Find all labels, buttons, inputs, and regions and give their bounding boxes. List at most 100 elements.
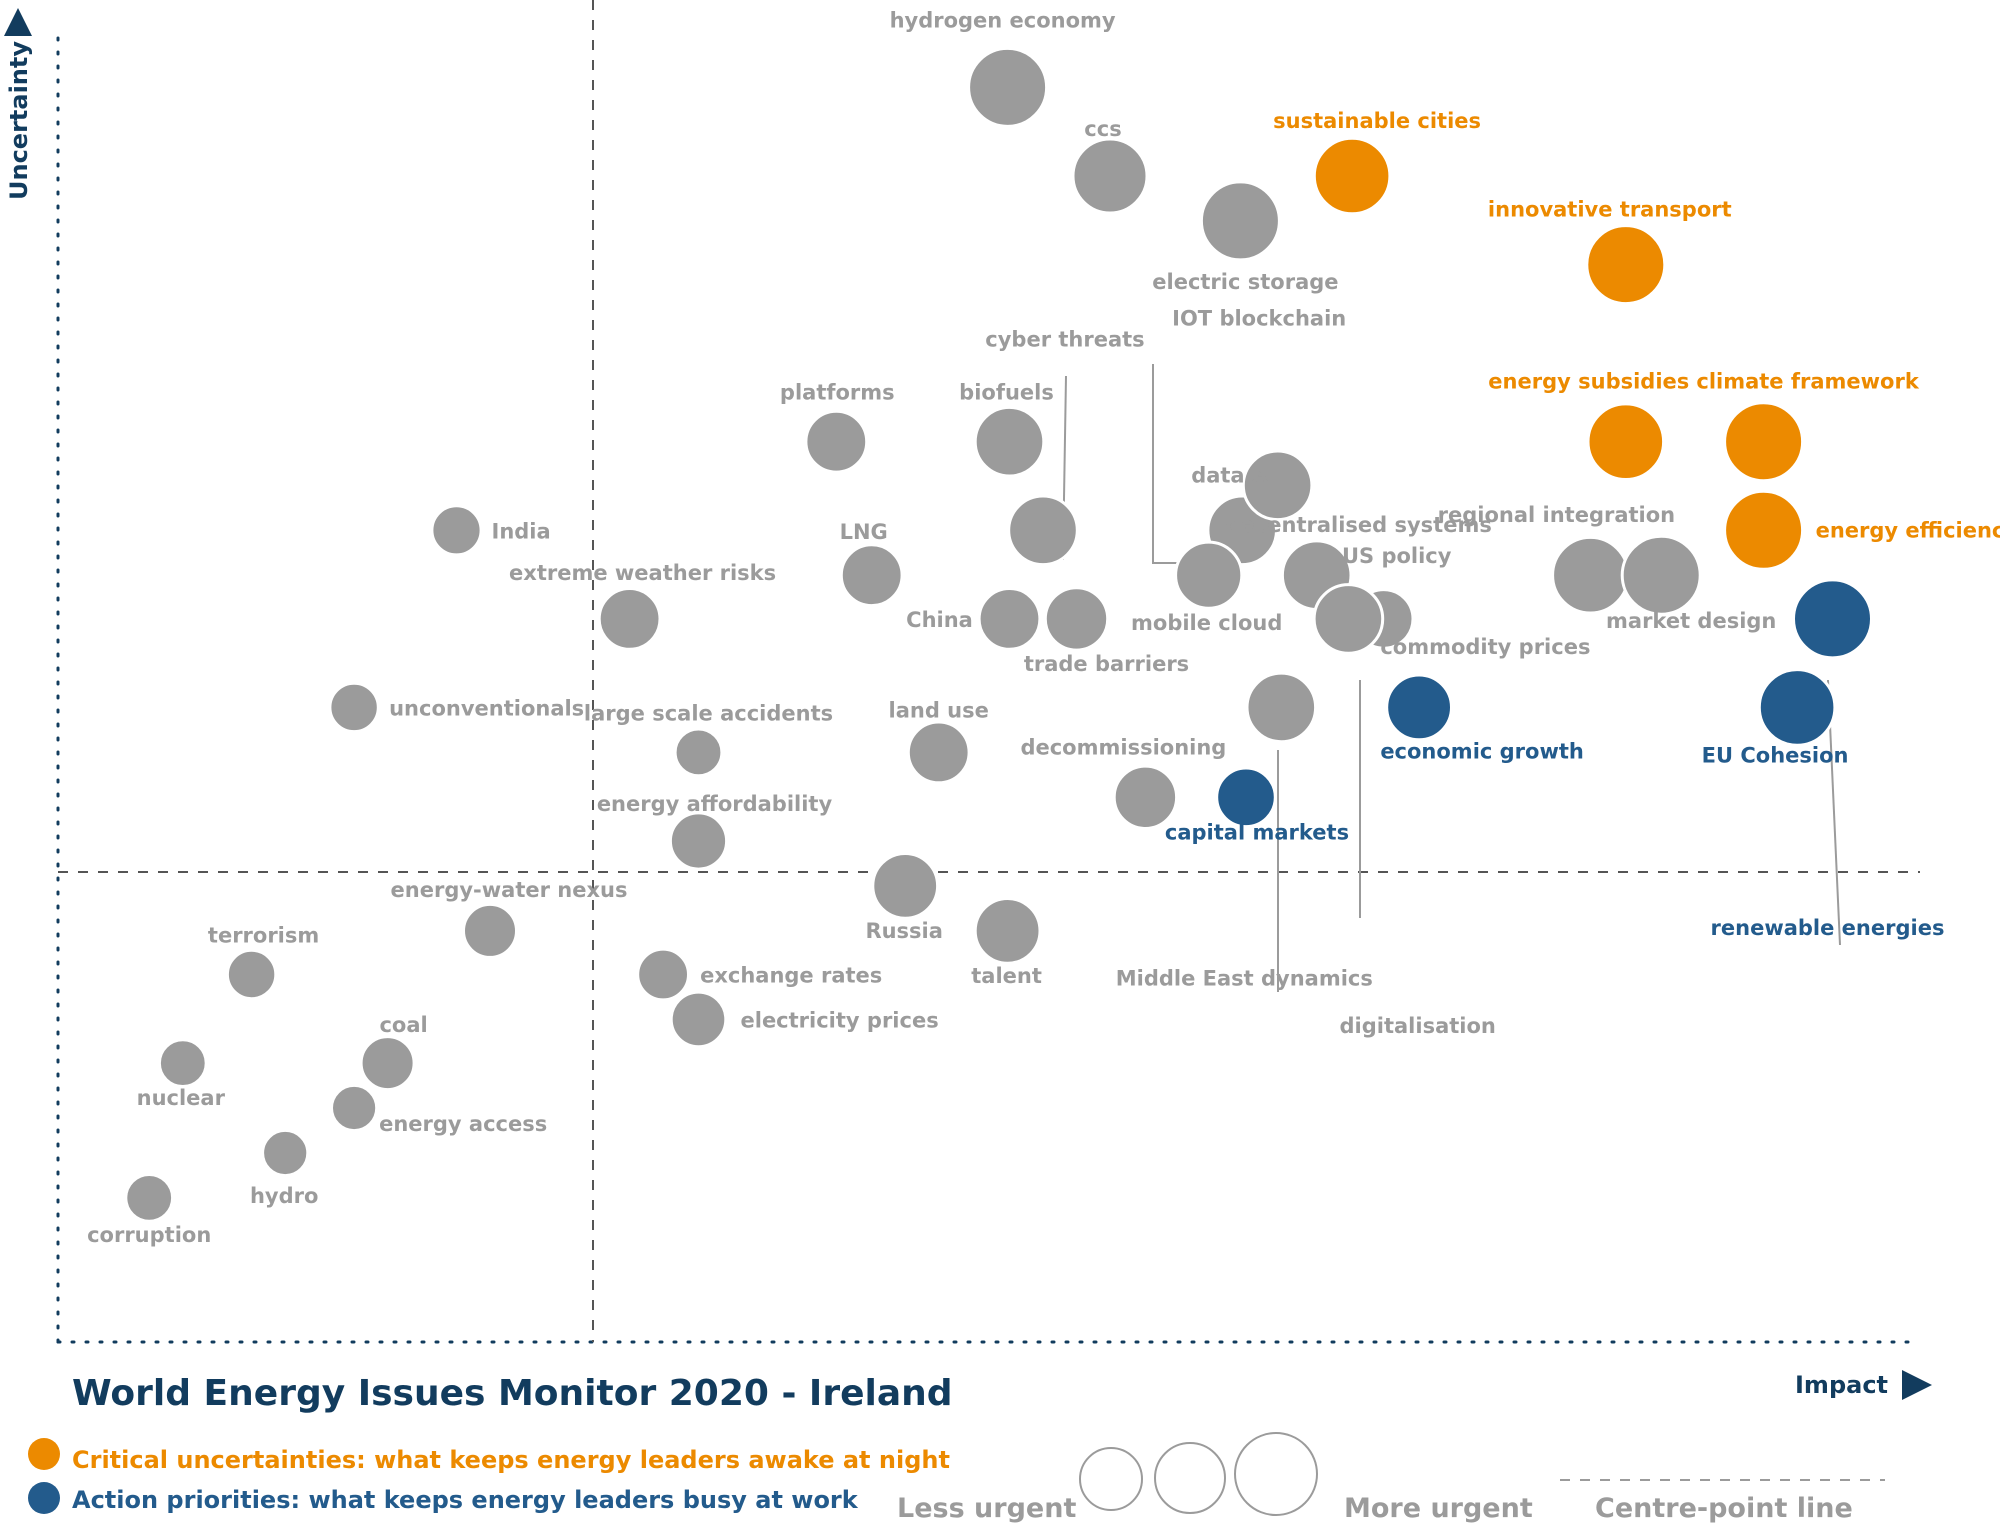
label-terrorism: terrorism [208,924,319,948]
label-ccs: ccs [1084,117,1121,141]
bubble-land-use [906,720,971,785]
legend-centre-line-text: Centre-point line [1595,1493,1853,1524]
label-capital-markets: capital markets [1165,820,1349,844]
x-axis-label: Impact [1795,1371,1888,1399]
label-corruption: corruption [87,1223,211,1247]
label-india: India [492,519,551,543]
bubble-nuclear [157,1038,208,1088]
legend-action-text: Action priorities: what keeps energy lea… [72,1486,859,1514]
label-extreme-weather-risks: extreme weather risks [509,561,776,585]
bubble-china [977,587,1042,651]
label-electricity-prices: electricity prices [741,1008,939,1032]
label-regional-integration: regional integration [1438,503,1676,527]
label-platforms: platforms [780,381,895,405]
label-economic-growth: economic growth [1380,739,1584,763]
bubble-coal [359,1035,416,1092]
bubble-unconventionals [328,681,380,734]
label-biofuels: biofuels [959,381,1054,405]
bubble-india [430,504,483,557]
legend-size-medium [1154,1442,1226,1514]
chart-title: World Energy Issues Monitor 2020 - Irela… [72,1373,953,1414]
bubble-corruption [124,1173,175,1223]
bubble-hydrogen-economy [967,46,1049,128]
label-china: China [906,608,973,632]
bubble-middle-east-dynamics [1245,671,1318,744]
label-talent: talent [971,964,1042,988]
bubble-sustainable-cities [1312,136,1392,216]
legend-size-large [1234,1432,1318,1516]
bubble-innovative-transport [1585,224,1667,306]
bubble-commodity-prices [1312,583,1385,655]
legend-size-small [1079,1447,1143,1511]
label-large-scale-accidents: large scale accidents [584,701,833,725]
label-energy-access: energy access [379,1112,547,1136]
label-lng: LNG [840,520,888,544]
bubble-renewable-energies [1792,578,1873,660]
legend-critical-text: Critical uncertainties: what keeps energ… [72,1446,950,1474]
bubble-hydro [261,1128,310,1178]
label-energy-subsidies: energy subsidies [1488,370,1689,394]
bubble-lng [839,543,904,608]
bubble-climate-framework [1723,401,1805,483]
bubble-capital-markets [1215,766,1277,829]
point-labels: hydrogen economy ccs sustainable cities ele… [87,8,2000,1247]
legend-more-urgent: More urgent [1344,1493,1533,1524]
bubble-exchange-rates [636,947,690,1002]
bubble-terrorism [225,948,278,1001]
bubble-electricity-prices [669,990,728,1049]
bubble-mobile-cloud [1174,540,1244,610]
bubble-russia [871,852,940,920]
label-unconventionals: unconventionals [389,696,584,720]
label-hydrogen-economy: hydrogen economy [890,8,1116,32]
bubble-ccs [1071,137,1149,215]
x-axis-arrow-icon [1902,1370,1932,1400]
label-energy-affordability: energy affordability [597,792,833,816]
label-decentralised-systems: decentralised systems [1226,513,1492,537]
bubble-energy-water-nexus [462,902,518,959]
bubble-data-ai [1241,449,1314,522]
label-decommissioning: decommissioning [1020,735,1226,759]
bubble-extreme-weather-risks [597,587,662,651]
bubble-eu-cohesion [1757,668,1837,747]
legend-orange-dot [28,1438,60,1470]
y-axis-arrow-icon [4,8,32,36]
label-commodity-prices: commodity prices [1380,635,1590,659]
label-us-policy: US policy [1342,544,1452,568]
label-russia: Russia [865,919,943,943]
label-iot-blockchain: IOT blockchain [1172,306,1346,330]
label-data-ai: data AI [1191,463,1276,487]
legend-blue-dot [28,1482,60,1514]
label-exchange-rates: exchange rates [700,964,882,988]
bubbles [124,46,1873,1223]
bubble-energy-efficiency [1723,489,1805,571]
label-middle-east-dynamics: Middle East dynamics [1116,966,1373,990]
bubble-economic-growth [1385,673,1453,742]
label-coal: coal [379,1013,427,1037]
bubble-regional-integration [1551,535,1630,615]
label-climate-framework: climate framework [1696,370,1919,394]
label-land-use: land use [889,698,989,722]
y-axis-label: Uncertainty [5,41,33,200]
leader-lines [1062,364,1841,992]
label-energy-efficiency: energy efficiency [1816,518,2000,542]
bubble-energy-access [330,1083,379,1133]
label-nuclear: nuclear [137,1086,226,1110]
label-cyber-threats: cyber threats [985,327,1144,351]
bubble-large-scale-accidents [673,727,724,778]
label-electric-storage: electric storage [1152,270,1338,294]
label-sustainable-cities: sustainable cities [1273,109,1481,133]
label-eu-cohesion: EU Cohesion [1702,743,1849,767]
bubble-trade-barriers [1043,586,1110,652]
bubble-biofuels [973,405,1046,478]
bubble-cyber-threats [1007,494,1079,567]
label-renewable-energies: renewable energies [1711,916,1945,940]
label-innovative-transport: innovative transport [1488,198,1732,222]
legend-less-urgent: Less urgent [897,1493,1076,1524]
bubble-talent [973,897,1042,965]
bubble-market-design [1620,534,1702,616]
bubble-energy-subsidies [1586,402,1666,482]
label-hydro: hydro [250,1184,318,1208]
label-mobile-cloud: mobile cloud [1131,611,1282,635]
bubble-platforms [804,409,869,474]
